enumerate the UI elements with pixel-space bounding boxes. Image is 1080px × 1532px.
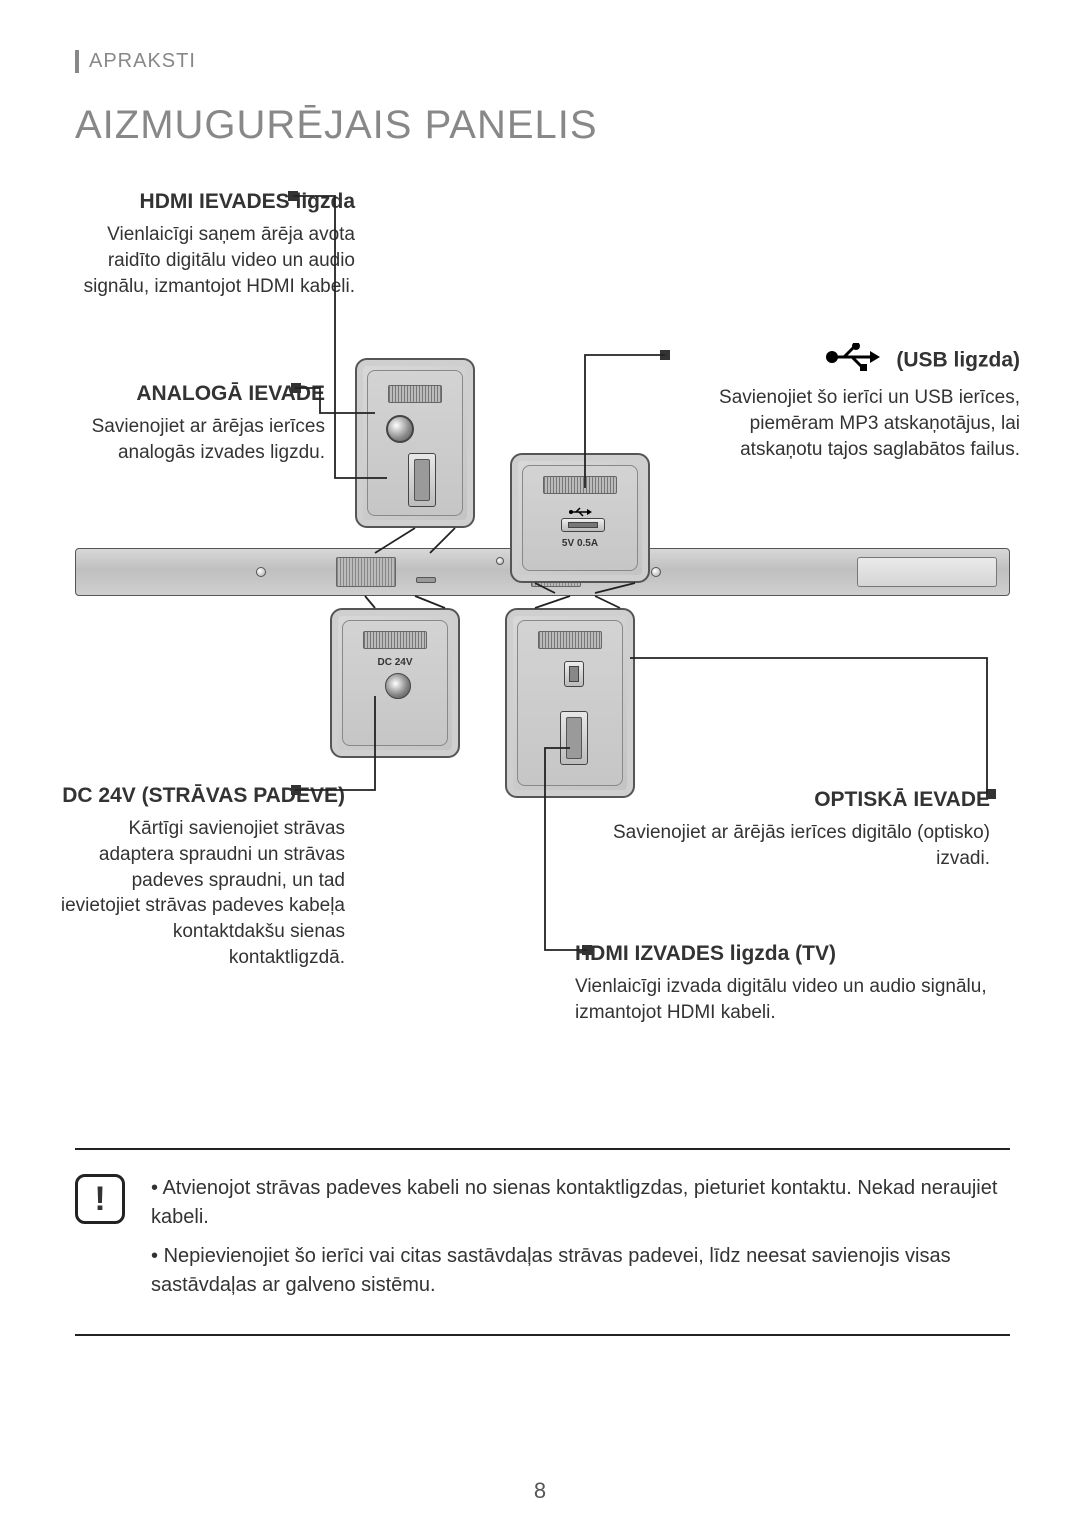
callout-dc: DC 24V (STRĀVAS PADEVE) Kārtīgi savienoj… [55, 782, 345, 970]
hdmi-in-port [408, 453, 436, 507]
dc-power-port [385, 673, 411, 699]
callout-desc: Savienojiet ar ārējas ierīces analogās i… [65, 414, 325, 465]
notes-list: Atvienojot strāvas padeves kabeli no sie… [151, 1174, 1010, 1310]
note-item: Atvienojot strāvas padeves kabeli no sie… [151, 1174, 1010, 1232]
callout-title: HDMI IEVADES ligzda [65, 188, 355, 216]
label-plate [857, 557, 997, 587]
callout-optical: OPTISKĀ IEVADE Savienojiet ar ārējās ier… [610, 786, 990, 872]
callout-usb: (USB ligzda) Savienojiet šo ierīci un US… [680, 343, 1020, 462]
callout-desc: Savienojiet šo ierīci un USB ierīces, pi… [680, 385, 1020, 462]
leader-end-dot [291, 785, 301, 795]
callout-hdmi-out: HDMI IZVADES ligzda (TV) Vienlaicīgi izv… [575, 940, 995, 1026]
indicator-dot [496, 557, 504, 565]
zoom-inner: DC 24V [342, 620, 448, 746]
usb-power-label: 5V 0.5A [562, 538, 598, 549]
callout-desc: Vienlaicīgi saņem ārēja avota raidīto di… [65, 222, 355, 299]
callout-desc: Savienojiet ar ārējās ierīces digitālo (… [610, 820, 990, 871]
port-slot [416, 577, 436, 583]
note-item: Nepievienojiet šo ierīci vai citas sastā… [151, 1242, 1010, 1300]
vent-grill [538, 631, 602, 649]
zoom-inner: 5V 0.5A [522, 465, 638, 571]
zoom-optical-hdmi [505, 608, 635, 798]
usb-port [561, 518, 605, 532]
callout-title: DC 24V (STRĀVAS PADEVE) [55, 782, 345, 810]
caution-icon: ! [75, 1174, 125, 1224]
vent-grill [388, 385, 442, 403]
section-label: APRAKSTI [75, 50, 1010, 73]
vent-grill [363, 631, 427, 649]
leader-end-dot [986, 789, 996, 799]
callout-title: (USB ligzda) [680, 343, 1020, 379]
page-title: AIZMUGURĒJAIS PANELIS [75, 103, 1010, 148]
usb-icon [824, 343, 880, 379]
callout-hdmi-in: HDMI IEVADES ligzda Vienlaicīgi saņem ār… [65, 188, 355, 299]
analog-jack-port [386, 415, 414, 443]
screw-dot [651, 567, 661, 577]
callout-desc: Kārtīgi savienojiet strāvas adaptera spr… [55, 816, 345, 970]
callout-analog-in: ANALOGĀ IEVADE Savienojiet ar ārējas ier… [65, 380, 325, 466]
leader-end-dot [291, 383, 301, 393]
vent-grill [543, 476, 617, 494]
leader-end-dot [582, 945, 592, 955]
zoom-hdmi-analog [355, 358, 475, 528]
zoom-inner [367, 370, 463, 516]
rear-panel-diagram: HDMI IEVADES ligzda Vienlaicīgi saņem ār… [75, 188, 1010, 1138]
optical-port [564, 661, 584, 687]
dc-label: DC 24V [377, 657, 412, 668]
leader-end-dot [660, 350, 670, 360]
usb-title-text: (USB ligzda) [896, 349, 1020, 372]
screw-dot [256, 567, 266, 577]
zoom-inner [517, 620, 623, 786]
zoom-usb: 5V 0.5A [510, 453, 650, 583]
callout-title: OPTISKĀ IEVADE [610, 786, 990, 814]
leader-end-dot [288, 191, 298, 201]
vent-grill [336, 557, 396, 587]
callout-title: HDMI IZVADES ligzda (TV) [575, 940, 995, 968]
callout-title: ANALOGĀ IEVADE [65, 380, 325, 408]
callout-desc: Vienlaicīgi izvada digitālu video un aud… [575, 974, 995, 1025]
zoom-dc: DC 24V [330, 608, 460, 758]
caution-notes: ! Atvienojot strāvas padeves kabeli no s… [75, 1148, 1010, 1336]
page-number: 8 [0, 1478, 1080, 1504]
hdmi-out-port [560, 711, 588, 765]
